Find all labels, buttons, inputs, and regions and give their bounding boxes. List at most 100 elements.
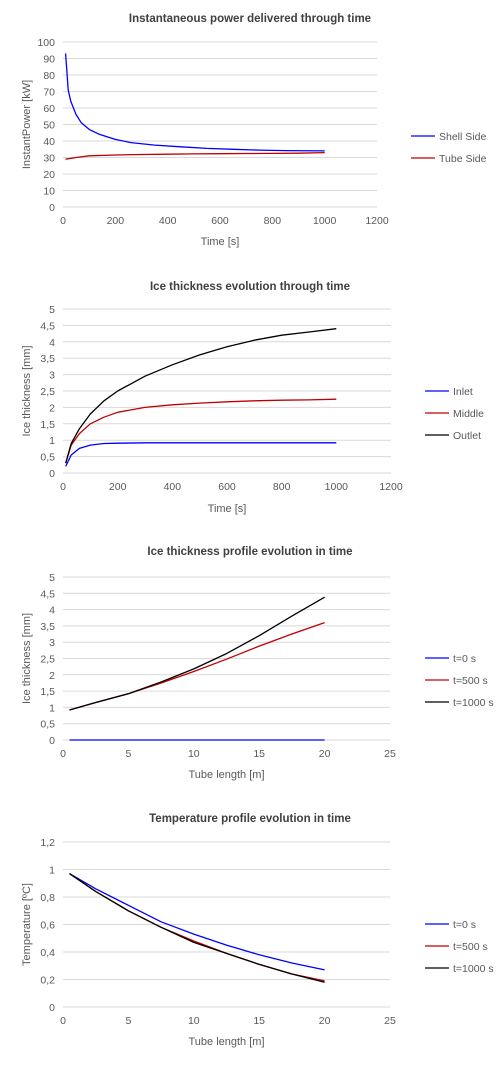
- x-tick-label: 800: [264, 215, 282, 227]
- x-tick-label: 15: [253, 1015, 265, 1027]
- y-tick-label: 3,5: [40, 621, 55, 633]
- y-axis-label: Ice thickness [mm]: [21, 613, 33, 704]
- y-tick-label: 0: [49, 202, 55, 214]
- y-tick-label: 0: [49, 1002, 55, 1014]
- x-axis-label: Tube length [m]: [188, 1036, 264, 1048]
- y-tick-label: 0: [49, 468, 55, 480]
- y-tick-label: 5: [49, 304, 55, 316]
- y-axis-label: Ice thickness [mm]: [21, 345, 33, 436]
- y-tick-label: 2: [49, 670, 55, 682]
- y-tick-label: 3,5: [40, 353, 55, 365]
- series-line-2: [69, 621, 325, 711]
- x-tick-label: 800: [273, 481, 291, 493]
- y-tick-label: 1,5: [40, 686, 55, 698]
- chart-title: Instantaneous power delivered through ti…: [129, 13, 371, 25]
- y-tick-label: 2,5: [40, 654, 55, 666]
- x-tick-label: 0: [60, 481, 66, 493]
- y-tick-label: 0,5: [40, 452, 55, 464]
- x-tick-label: 400: [159, 215, 177, 227]
- x-axis-label: Tube length [m]: [188, 769, 264, 781]
- legend-label: t=1000 s: [453, 697, 494, 709]
- y-tick-label: 0,5: [40, 719, 55, 731]
- chart-3: Ice thickness profile evolution in time 0…: [21, 546, 494, 781]
- y-tick-label: 10: [43, 186, 55, 198]
- x-tick-label: 5: [125, 748, 131, 760]
- x-tick-label: 200: [109, 481, 127, 493]
- chart-title: Ice thickness profile evolution in time: [147, 546, 352, 558]
- legend-label: t=500 s: [453, 941, 488, 953]
- y-tick-label: 2: [49, 402, 55, 414]
- y-axis-label: InstantPower [kW]: [21, 80, 33, 169]
- legend-label: t=1000 s: [453, 963, 494, 975]
- y-tick-label: 4: [49, 605, 55, 617]
- y-tick-label: 0,8: [40, 892, 55, 904]
- y-tick-label: 0: [49, 735, 55, 747]
- legend-label: Middle: [453, 408, 484, 420]
- legend-label: t=500 s: [453, 675, 488, 687]
- y-tick-label: 0,4: [40, 947, 55, 959]
- y-tick-label: 60: [43, 103, 55, 115]
- x-tick-label: 200: [107, 215, 125, 227]
- y-tick-label: 90: [43, 54, 55, 66]
- y-tick-label: 50: [43, 120, 55, 132]
- chart-2: Ice thickness evolution through time 0 0,5…: [21, 281, 484, 515]
- legend-label: Inlet: [453, 386, 473, 398]
- y-tick-label: 1,5: [40, 419, 55, 431]
- x-tick-label: 25: [384, 748, 396, 760]
- series-line-1: [64, 53, 325, 152]
- x-tick-label: 0: [60, 215, 66, 227]
- y-tick-label: 4: [49, 337, 55, 349]
- legend-label: t=0 s: [453, 919, 476, 931]
- series-line-3: [65, 328, 337, 464]
- x-tick-label: 25: [384, 1015, 396, 1027]
- x-tick-label: 600: [218, 481, 236, 493]
- x-tick-label: 1200: [365, 215, 389, 227]
- x-tick-label: 400: [164, 481, 182, 493]
- series-line-2: [65, 151, 325, 160]
- legend-label: Outlet: [453, 430, 481, 442]
- x-axis-label: Time [s]: [208, 503, 247, 515]
- x-tick-label: 10: [188, 748, 200, 760]
- y-tick-label: 0,6: [40, 920, 55, 932]
- series-line-1: [65, 442, 337, 467]
- y-tick-label: 20: [43, 169, 55, 181]
- y-tick-label: 40: [43, 136, 55, 148]
- y-tick-label: 1: [49, 865, 55, 877]
- series-line-2: [65, 398, 337, 464]
- x-tick-label: 0: [60, 748, 66, 760]
- y-tick-label: 2,5: [40, 386, 55, 398]
- series-line-3: [69, 873, 325, 983]
- chart-4: Temperature profile evolution in time 0 0,…: [21, 813, 494, 1048]
- x-tick-label: 15: [253, 748, 265, 760]
- chart-1: Instantaneous power delivered through ti…: [21, 13, 487, 248]
- y-tick-label: 80: [43, 70, 55, 82]
- y-axis-label: Temperature [ºC]: [21, 883, 33, 966]
- x-tick-label: 20: [319, 1015, 331, 1027]
- chart-title: Temperature profile evolution in time: [149, 813, 351, 825]
- y-tick-label: 3: [49, 637, 55, 649]
- legend-label: t=0 s: [453, 653, 476, 665]
- series-line-2: [69, 873, 325, 982]
- y-tick-label: 4,5: [40, 320, 55, 332]
- y-tick-label: 1: [49, 702, 55, 714]
- x-tick-label: 600: [211, 215, 229, 227]
- x-tick-label: 20: [319, 748, 331, 760]
- y-tick-label: 3: [49, 370, 55, 382]
- y-tick-label: 4,5: [40, 588, 55, 600]
- y-tick-label: 5: [49, 572, 55, 584]
- chart-title: Ice thickness evolution through time: [150, 281, 350, 293]
- series-line-1: [69, 873, 325, 971]
- x-tick-label: 1000: [313, 215, 337, 227]
- legend-label: Tube Side: [439, 153, 487, 165]
- x-tick-label: 10: [188, 1015, 200, 1027]
- x-axis-label: Time [s]: [201, 236, 240, 248]
- x-tick-label: 1000: [325, 481, 349, 493]
- y-tick-label: 1: [49, 435, 55, 447]
- y-tick-label: 0,2: [40, 975, 55, 987]
- x-tick-label: 1200: [379, 481, 403, 493]
- series-line-3: [69, 596, 325, 711]
- y-tick-label: 30: [43, 153, 55, 165]
- x-tick-label: 0: [60, 1015, 66, 1027]
- x-tick-label: 5: [125, 1015, 131, 1027]
